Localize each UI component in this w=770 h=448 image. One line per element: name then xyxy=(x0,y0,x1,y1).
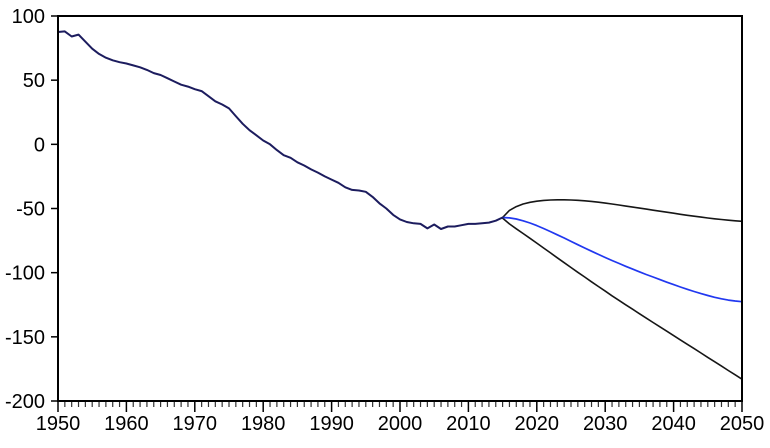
x-tick-label: 2040 xyxy=(651,413,696,435)
x-tick-label: 1950 xyxy=(36,413,81,435)
series-lines xyxy=(57,30,743,381)
y-tick-label: -100 xyxy=(5,263,45,285)
x-tick-label: 1990 xyxy=(309,413,354,435)
y-tick-label: -50 xyxy=(16,199,45,221)
y-tick-label: 0 xyxy=(34,134,45,156)
x-tick-label: 1980 xyxy=(241,413,286,435)
y-tick-label: 100 xyxy=(12,6,45,28)
x-tick-label: 1970 xyxy=(173,413,218,435)
y-tick-label: -200 xyxy=(5,391,45,413)
x-tick-label: 2050 xyxy=(720,413,765,435)
x-tick-label: 2020 xyxy=(515,413,560,435)
y-tick-label: 50 xyxy=(23,70,45,92)
y-tick-label: -150 xyxy=(5,327,45,349)
forecast-mean-line xyxy=(501,216,743,303)
historical-line xyxy=(57,30,504,230)
y-axis: 100 50 0 -50 -100 -150 -200 xyxy=(5,6,57,413)
x-tick-label: 2030 xyxy=(583,413,628,435)
upper-bound-line xyxy=(501,199,743,223)
x-tick-label: 1960 xyxy=(104,413,149,435)
x-axis: 1950 1960 1970 1980 1990 2000 2010 2020 2030 2040… xyxy=(36,402,765,435)
x-tick-label: 2010 xyxy=(446,413,491,435)
lower-bound-line xyxy=(501,217,743,381)
x-tick-label: 2000 xyxy=(378,413,423,435)
plot-box xyxy=(57,15,743,402)
